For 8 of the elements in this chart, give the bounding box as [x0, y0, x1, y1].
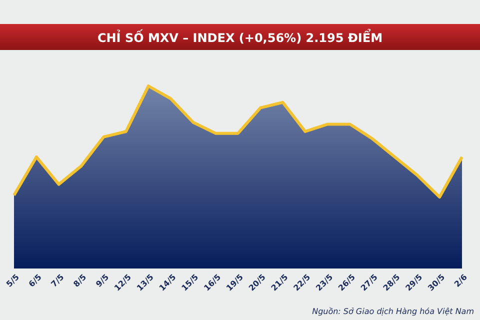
- text: Nguồn: Sở Giao dịch Hàng hóa Việt Nam: [312, 307, 474, 316]
- x-tick-label: 7/5: [49, 272, 66, 289]
- x-tick-label: 5/5: [4, 272, 22, 289]
- x-tick-label: 9/5: [94, 272, 111, 289]
- x-tick-label: 6/5: [27, 272, 44, 289]
- chart-title: CHỈ SỐ MXV – INDEX (+0,56%) 2.195 ĐIỂM: [97, 28, 383, 45]
- x-tick-label: 8/5: [72, 272, 88, 289]
- x-tick-label: 2/6: [452, 272, 470, 289]
